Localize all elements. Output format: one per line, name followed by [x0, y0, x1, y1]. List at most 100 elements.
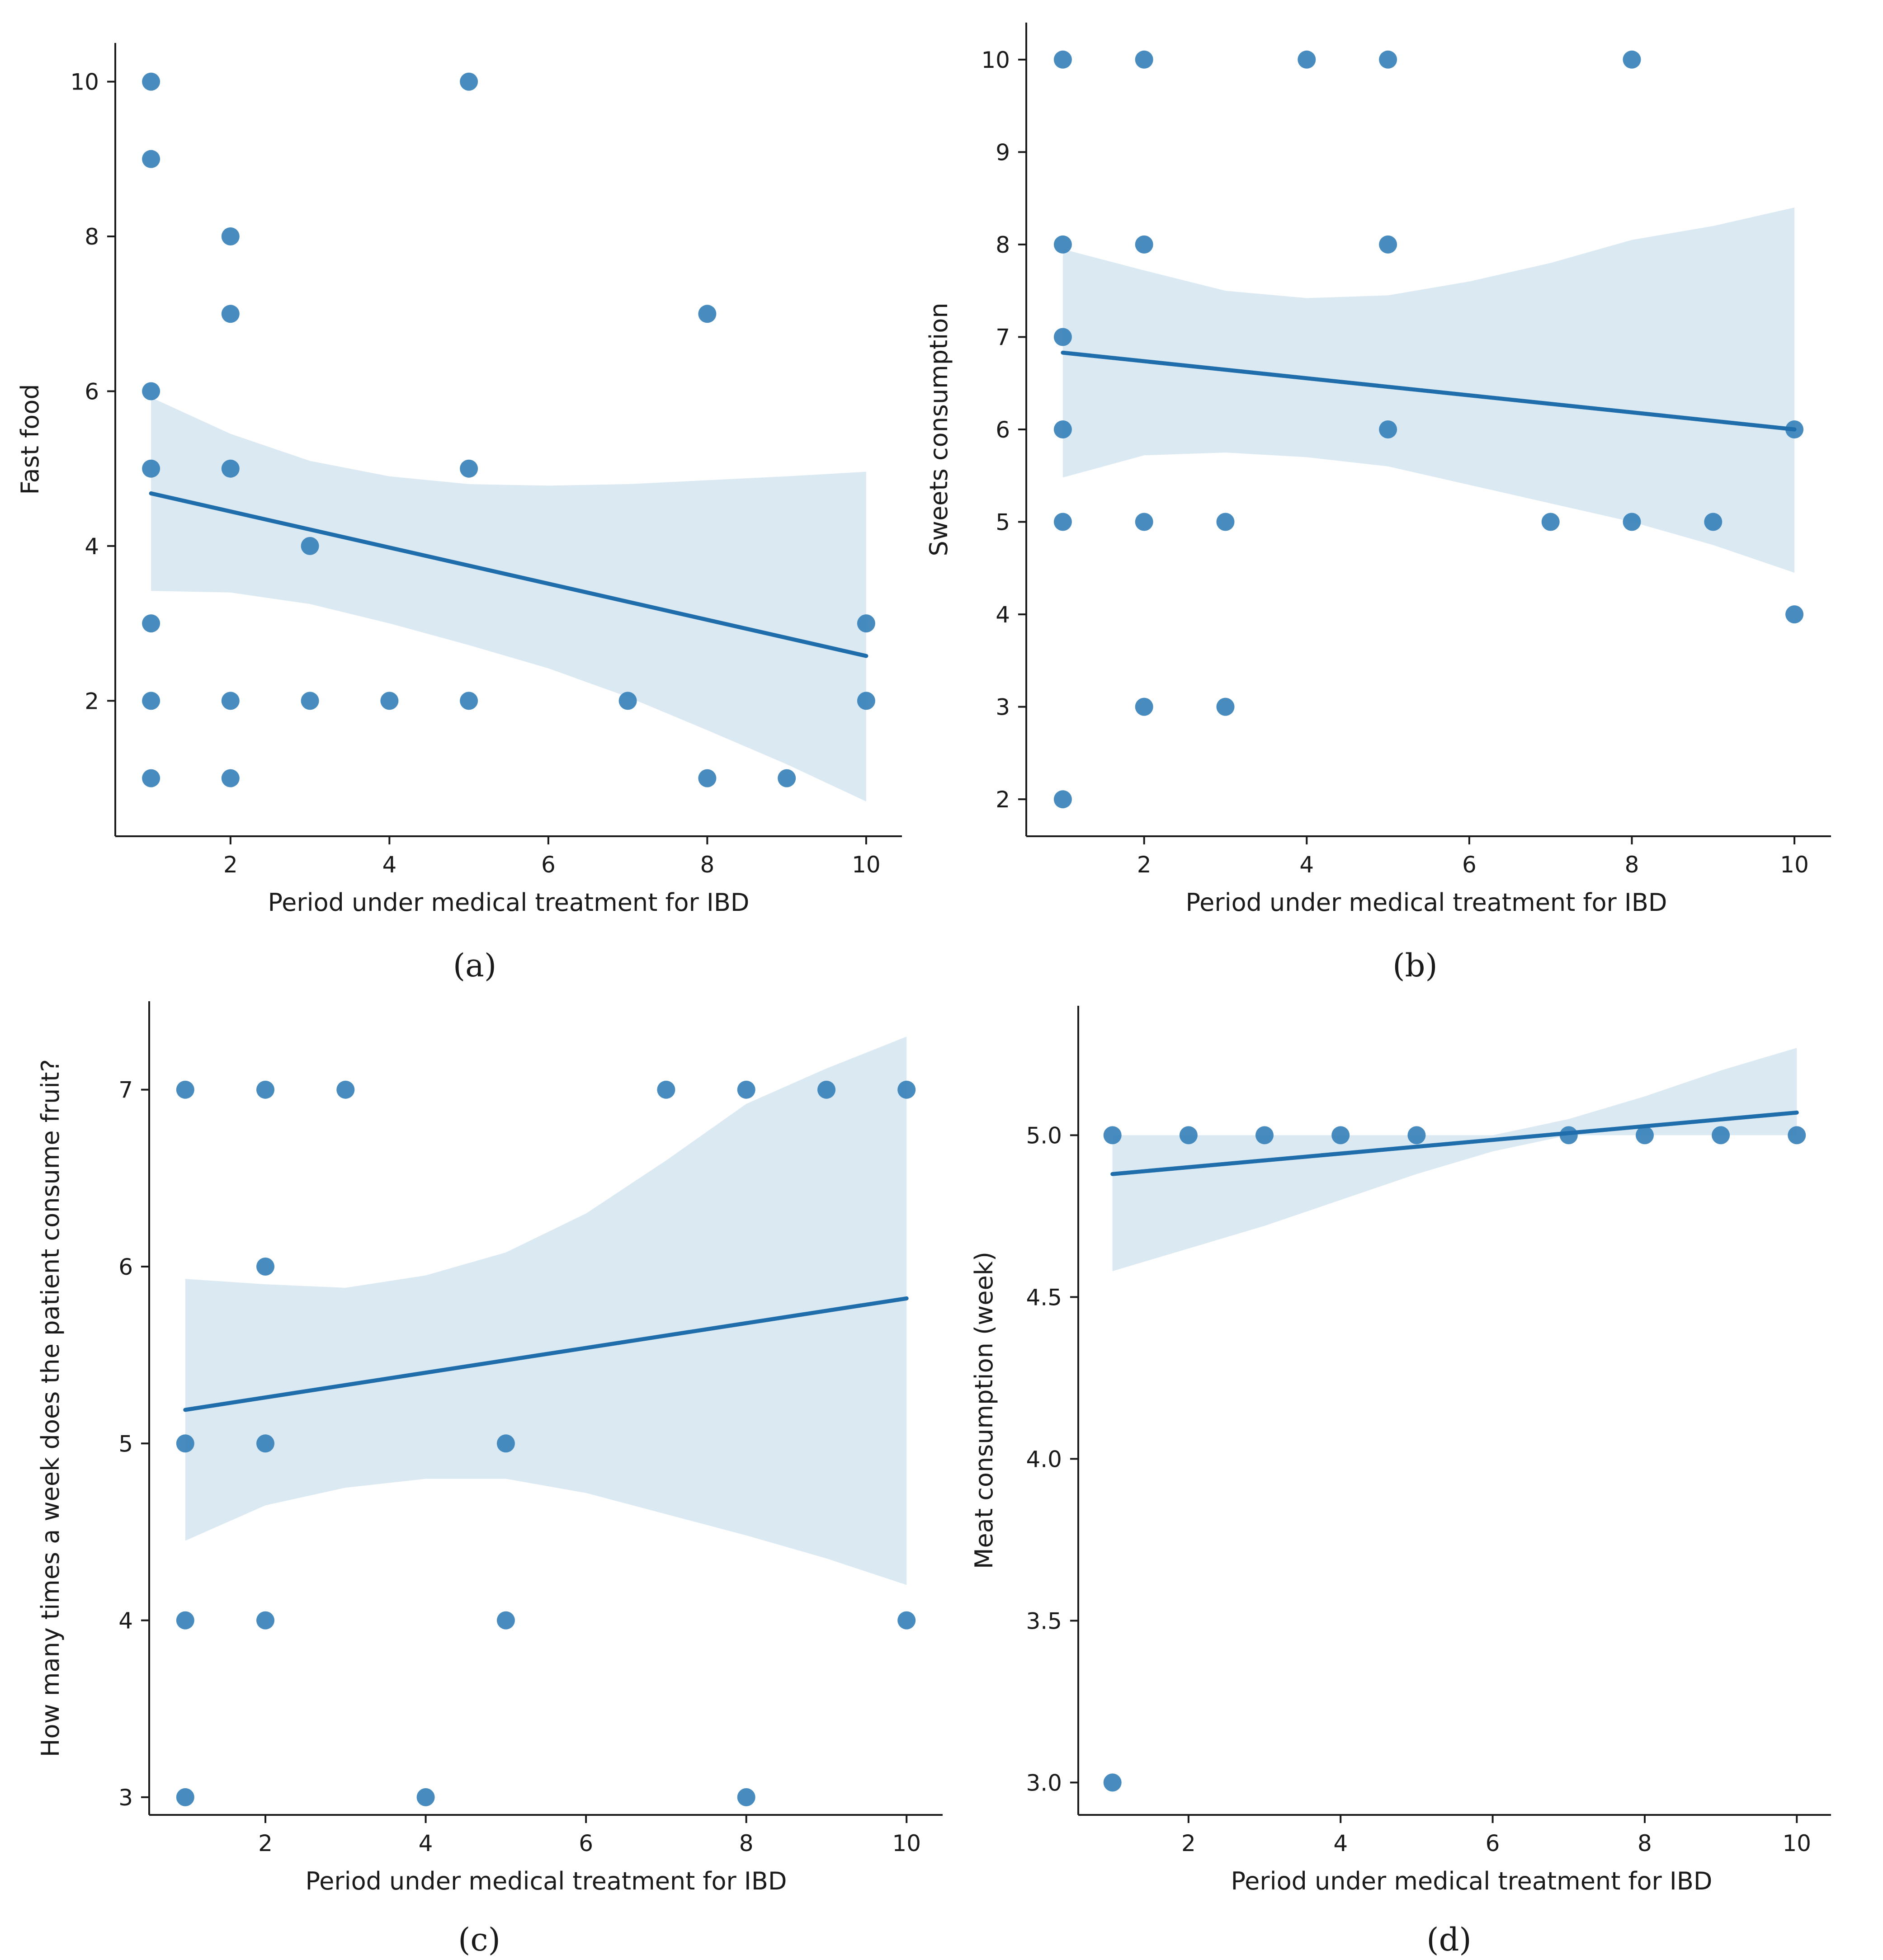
data-point	[460, 459, 478, 478]
data-point	[618, 692, 637, 710]
x-tick-label: 4	[382, 852, 396, 878]
data-point	[1636, 1126, 1654, 1145]
y-tick-label: 5.0	[1026, 1122, 1062, 1149]
data-point	[336, 1080, 355, 1099]
data-point	[778, 769, 796, 787]
data-point	[301, 692, 319, 710]
data-point	[142, 459, 160, 478]
data-point	[496, 1434, 515, 1453]
data-point	[1103, 1773, 1122, 1792]
x-tick-label: 2	[258, 1830, 273, 1856]
regression-line	[1061, 350, 1797, 432]
confidence-band	[185, 1037, 907, 1585]
y-tick-label: 4	[118, 1608, 133, 1634]
data-point	[142, 150, 160, 168]
y-tick-label: 8	[85, 224, 99, 250]
data-point	[1135, 50, 1153, 69]
data-point	[1053, 328, 1072, 346]
x-axis-label: Period under medical treatment for IBD	[1186, 888, 1667, 917]
x-tick-label: 6	[541, 852, 556, 878]
data-point	[1298, 50, 1316, 69]
x-tick-label: 10	[852, 852, 881, 878]
data-point	[1216, 697, 1235, 716]
y-tick-label: 4.5	[1026, 1284, 1062, 1310]
panel-caption: (d)	[1426, 1921, 1471, 1958]
panel-caption: (c)	[458, 1921, 500, 1958]
data-point	[496, 1611, 515, 1630]
y-tick-label: 3	[118, 1785, 133, 1811]
data-point	[176, 1080, 194, 1099]
x-tick-label: 4	[419, 1830, 433, 1856]
y-tick-label: 4	[85, 533, 99, 560]
data-point	[221, 459, 240, 478]
data-point	[1788, 1126, 1806, 1145]
y-tick-label: 4.0	[1026, 1446, 1062, 1472]
panel-caption: (b)	[1392, 947, 1437, 984]
data-point	[1541, 513, 1560, 531]
x-tick-label: 2	[1137, 852, 1152, 878]
data-point	[460, 692, 478, 710]
data-point	[221, 227, 240, 245]
data-point	[698, 305, 717, 323]
data-point	[221, 769, 240, 787]
x-tick-label: 10	[892, 1830, 921, 1856]
panel-b: 2 4 6 8 10 2 3 4 5 6 7 8 9 10 Period under medical tre…	[925, 23, 1831, 984]
data-point	[416, 1788, 435, 1806]
y-tick-label: 6	[118, 1254, 133, 1280]
data-point	[256, 1080, 274, 1099]
data-point	[221, 692, 240, 710]
y-tick-label: 8	[996, 232, 1010, 258]
x-tick-label: 10	[1780, 852, 1809, 878]
y-axis-label: How many times a week does the patient c…	[36, 1059, 65, 1757]
regression-line	[149, 491, 868, 658]
data-point	[1623, 50, 1641, 69]
data-point	[460, 72, 478, 91]
data-point	[1379, 235, 1397, 254]
y-tick-label: 7	[118, 1077, 133, 1103]
data-point	[380, 692, 399, 710]
data-point	[1103, 1126, 1122, 1145]
data-point	[1135, 697, 1153, 716]
y-tick-label: 5	[996, 509, 1010, 536]
data-point	[698, 769, 717, 787]
data-point	[1053, 513, 1072, 531]
panel-c: 2 4 6 8 10 3 4 5 6 7 Period under medical treatmen…	[36, 1001, 943, 1958]
y-tick-label: 2	[85, 688, 99, 714]
data-point	[1179, 1126, 1198, 1145]
data-point	[142, 72, 160, 91]
y-tick-label: 3	[996, 694, 1010, 721]
data-point	[256, 1434, 274, 1453]
x-tick-label: 10	[1783, 1830, 1812, 1856]
data-point	[857, 692, 875, 710]
panel-a: 2 4 6 8 10 2 4 6 8 10 Period under medical treatme…	[16, 43, 902, 984]
x-tick-label: 8	[1625, 852, 1639, 878]
data-point	[1255, 1126, 1274, 1145]
data-point	[1216, 513, 1235, 531]
y-tick-label: 4	[996, 602, 1010, 628]
data-point	[897, 1611, 916, 1630]
y-tick-label: 6	[996, 417, 1010, 443]
x-tick-label: 8	[700, 852, 714, 878]
x-axis-label: Period under medical treatment for IBD	[268, 888, 750, 917]
data-point	[142, 382, 160, 400]
x-tick-label: 6	[1486, 1830, 1500, 1856]
panel-caption: (a)	[453, 947, 496, 984]
data-point	[1704, 513, 1723, 531]
x-tick-label: 2	[223, 852, 238, 878]
y-tick-label: 5	[118, 1431, 133, 1457]
data-point	[176, 1611, 194, 1630]
data-point	[1407, 1126, 1426, 1145]
data-point	[142, 769, 160, 787]
data-point	[1379, 420, 1397, 438]
data-point	[1053, 420, 1072, 438]
data-point	[1053, 50, 1072, 69]
confidence-band	[151, 397, 866, 801]
x-tick-label: 8	[739, 1830, 754, 1856]
data-point	[657, 1080, 675, 1099]
y-axis-label: Fast food	[16, 384, 44, 495]
x-tick-label: 6	[1462, 852, 1477, 878]
data-point	[256, 1258, 274, 1276]
data-point	[1379, 50, 1397, 69]
x-tick-label: 4	[1299, 852, 1314, 878]
